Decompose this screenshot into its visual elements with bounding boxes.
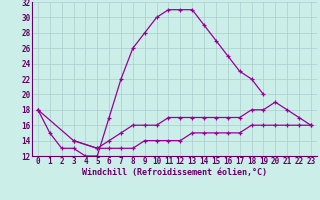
X-axis label: Windchill (Refroidissement éolien,°C): Windchill (Refroidissement éolien,°C) — [82, 168, 267, 177]
